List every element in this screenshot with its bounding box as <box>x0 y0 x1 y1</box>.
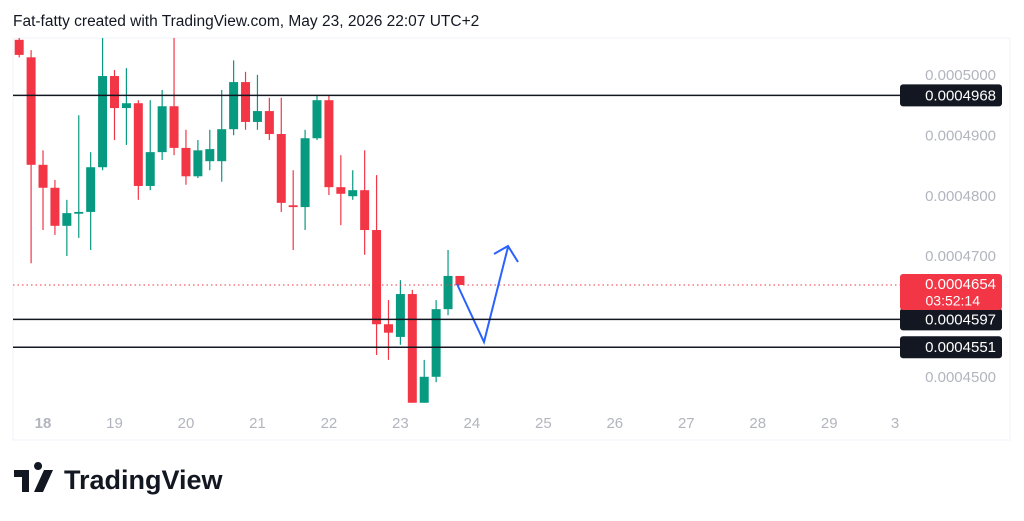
candle-body <box>419 376 429 403</box>
candle-body <box>38 164 48 188</box>
candle-body <box>62 213 72 226</box>
candle-body <box>288 205 298 208</box>
candle-body <box>360 190 370 231</box>
x-tick-label: 20 <box>178 415 195 432</box>
price-label-box <box>900 308 1002 331</box>
candle-body <box>300 138 310 208</box>
price-label: 0.0004551 <box>925 339 996 356</box>
logo: TradingView <box>14 462 224 495</box>
price-label: 0.0004597 <box>925 311 996 328</box>
candle-body <box>324 100 334 188</box>
candle-body <box>181 147 191 177</box>
candle-body <box>217 129 227 162</box>
y-tick-label: 0.0004900 <box>925 127 996 144</box>
y-tick-label: 0.0004800 <box>925 188 996 205</box>
candle-body <box>276 134 286 203</box>
candle-body <box>395 294 405 337</box>
x-tick-label: 25 <box>535 415 552 432</box>
panel-border <box>12 37 1011 441</box>
candle-body <box>98 76 108 168</box>
last-price-label: 0.0004654 <box>925 276 996 293</box>
x-tick-label: 28 <box>749 415 766 432</box>
candle-body <box>145 152 155 186</box>
y-tick-label: 0.0004500 <box>925 369 996 386</box>
candle-body <box>372 230 382 325</box>
logo-icon <box>14 462 53 492</box>
last-price-box <box>900 273 1002 310</box>
candle-body <box>169 106 179 148</box>
x-tick-label: 29 <box>821 415 838 432</box>
x-tick-label: 21 <box>249 415 266 432</box>
price-label: 0.0004968 <box>925 87 996 104</box>
arrow-drawing <box>456 246 509 345</box>
x-tick-label: 22 <box>321 415 338 432</box>
candle-body <box>336 187 346 194</box>
candle-body <box>26 57 36 165</box>
plot <box>14 38 465 403</box>
candle-body <box>348 190 358 197</box>
candle-body <box>241 82 251 122</box>
x-tick-label: 19 <box>106 415 123 432</box>
y-tick-label: 0.0004700 <box>925 248 996 265</box>
candle-body <box>14 39 24 55</box>
candle-body <box>133 103 143 186</box>
countdown: 03:52:14 <box>926 293 981 309</box>
y-tick-label: 0.0005000 <box>925 67 996 84</box>
candle-body <box>455 275 465 285</box>
candle-body <box>443 275 453 310</box>
candle-body <box>252 111 262 122</box>
x-tick-label: 24 <box>464 415 481 432</box>
candle-body <box>86 167 96 212</box>
candle-body <box>383 324 393 333</box>
x-tick-label: 26 <box>606 415 623 432</box>
candle-body <box>50 187 60 226</box>
price-label-box <box>900 336 1002 359</box>
price-label-box <box>900 84 1002 107</box>
candle-body <box>229 82 239 130</box>
candle-body <box>157 106 167 153</box>
header: Fat-fatty created with TradingView.com, … <box>13 13 479 30</box>
x-tick-label: 3 <box>891 415 899 432</box>
candle-body <box>74 211 84 214</box>
candle-body <box>109 76 119 109</box>
logo-text: TradingView <box>64 465 224 495</box>
arrow-head <box>493 244 519 263</box>
candle-body <box>205 149 215 162</box>
candle-body <box>312 100 322 139</box>
candle-body <box>121 103 131 109</box>
candle-body <box>264 111 274 135</box>
x-tick-label: 27 <box>678 415 695 432</box>
x-tick-label: 23 <box>392 415 409 432</box>
candle-body <box>407 294 417 403</box>
x-tick-label: 18 <box>35 415 52 432</box>
candle-body <box>193 150 203 177</box>
candle-body <box>431 309 441 377</box>
